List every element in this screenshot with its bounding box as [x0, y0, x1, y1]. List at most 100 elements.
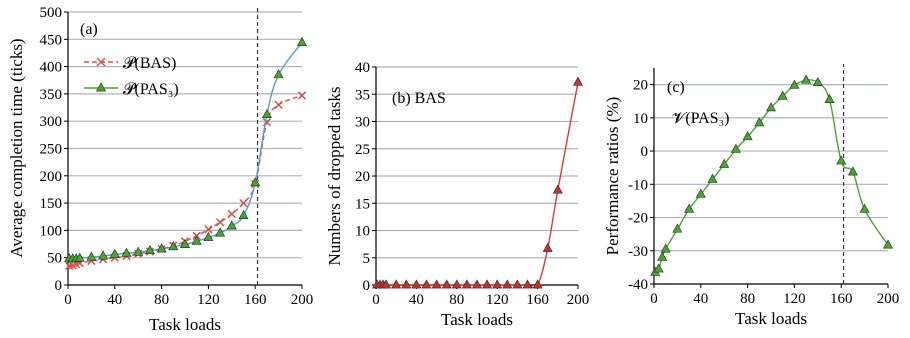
data-point-triangle-marker [859, 203, 870, 213]
x-tick-label: 120 [783, 291, 806, 307]
x-tick-label: 200 [567, 292, 590, 308]
x-tick-label: 160 [526, 292, 549, 308]
legend-bas-marker [96, 57, 106, 67]
data-point-x-marker [274, 100, 283, 109]
legend-bas-label: 𝓟(BAS) [123, 55, 176, 72]
data-point-triangle-marker [133, 246, 144, 256]
y-tick-label: -10 [628, 177, 648, 193]
y-tick-label: 250 [40, 142, 63, 158]
x-tick-label: 120 [486, 292, 509, 308]
y-tick-label: 20 [633, 78, 648, 94]
y-tick-label: 10 [355, 224, 370, 240]
data-point-triangle-marker [777, 90, 788, 100]
data-point-x-marker [204, 225, 213, 234]
data-point-triangle-marker [441, 279, 452, 289]
data-point-triangle-marker [572, 76, 584, 86]
y-tick-label: -20 [628, 211, 648, 227]
x-tick-label: 120 [197, 292, 220, 308]
data-point-triangle-marker [765, 102, 777, 112]
data-point-triangle-marker [391, 279, 402, 289]
data-point-triangle-marker [215, 227, 226, 237]
x-tick-label: 80 [154, 292, 169, 308]
panel-label-a: (a) [80, 21, 98, 38]
data-point-triangle-marker [381, 279, 392, 289]
data-point-triangle-marker [502, 279, 513, 289]
x-tick-label: 200 [877, 291, 900, 307]
data-point-triangle-marker [144, 244, 155, 254]
data-point-triangle-marker [86, 251, 97, 261]
y-tick-label: -30 [628, 244, 648, 260]
data-point-triangle-marker [98, 250, 109, 260]
series-line [69, 42, 303, 260]
data-point-triangle-marker [492, 279, 503, 289]
x-tick-label: 40 [107, 292, 122, 308]
data-point-triangle-marker [836, 155, 847, 165]
y-tick-label: 350 [40, 87, 63, 103]
data-point-x-marker [215, 218, 225, 227]
data-point-triangle-marker [191, 235, 202, 245]
data-point-triangle-marker [401, 279, 412, 289]
y-tick-label: 20 [355, 169, 370, 185]
data-point-triangle-marker [273, 69, 284, 79]
y-tick-label: 15 [355, 196, 370, 212]
data-point-triangle-marker [74, 252, 85, 262]
data-point-triangle-marker [261, 109, 272, 119]
data-point-triangle-marker [471, 279, 483, 289]
y-tick-label: 150 [40, 196, 63, 212]
data-point-triangle-marker [657, 251, 668, 261]
data-point-triangle-marker [532, 279, 543, 289]
y-tick-label: 400 [40, 60, 63, 76]
data-point-triangle-marker [730, 143, 741, 153]
x-tick-label: 80 [740, 291, 755, 307]
data-point-triangle-marker [226, 220, 237, 230]
panel-label-c: (c) [667, 79, 685, 96]
y-tick-label: 450 [40, 32, 63, 48]
data-point-triangle-marker [411, 279, 422, 289]
data-point-triangle-marker [203, 231, 214, 241]
data-point-triangle-marker [109, 248, 120, 258]
y-axis-label: Numbers of dropped tasks [325, 87, 344, 266]
data-point-x-marker [227, 209, 236, 219]
y-tick-label: 500 [40, 5, 63, 21]
data-point-triangle-marker [542, 242, 553, 252]
data-point-triangle-marker [824, 93, 835, 103]
data-point-triangle-marker [882, 239, 894, 249]
data-point-triangle-marker [421, 279, 432, 289]
x-tick-label: 40 [409, 292, 424, 308]
chart-panel-2: 0 5 10 15 20 25 30 35 40 0 40 80 120 160 200 Task loads… [325, 60, 589, 329]
data-point-triangle-marker [552, 184, 563, 194]
y-axis-label: Average completion time (ticks) [7, 38, 26, 257]
data-point-triangle-marker [742, 131, 753, 141]
data-point-triangle-marker [660, 243, 671, 253]
x-tick-label: 80 [449, 292, 464, 308]
data-point-triangle-marker [512, 279, 523, 289]
data-point-triangle-marker [179, 238, 191, 248]
data-point-triangle-marker [238, 210, 249, 220]
x-axis-label: Task loads [735, 309, 807, 328]
data-point-triangle-marker [789, 79, 800, 89]
data-point-x-marker [239, 198, 248, 208]
y-tick-label: 25 [355, 142, 370, 158]
legend-pas-label: 𝓟(PAS₃) [123, 81, 179, 98]
legend-pas-marker [95, 82, 107, 92]
y-axis-label: Performance ratios (%) [603, 97, 622, 256]
x-axis-label: Task loads [149, 315, 221, 334]
data-point-triangle-marker [250, 177, 261, 187]
data-point-triangle-marker [707, 173, 718, 183]
y-tick-label: 40 [355, 60, 370, 76]
y-tick-label: 0 [55, 278, 63, 294]
y-tick-label: 35 [355, 87, 370, 103]
x-tick-label: 0 [372, 292, 380, 308]
y-tick-label: 10 [633, 111, 648, 127]
data-point-triangle-marker [812, 76, 823, 86]
y-tick-label: 0 [641, 144, 649, 160]
data-point-triangle-marker [522, 279, 533, 289]
data-point-triangle-marker [156, 243, 167, 253]
y-tick-label: 0 [363, 278, 371, 294]
data-point-triangle-marker [121, 247, 132, 257]
data-point-triangle-marker [296, 36, 308, 46]
panel-label-b: (b) BAS [392, 90, 446, 107]
series-annotation: 𝓥(PAS₃) [672, 110, 729, 127]
data-point-triangle-marker [684, 203, 695, 213]
